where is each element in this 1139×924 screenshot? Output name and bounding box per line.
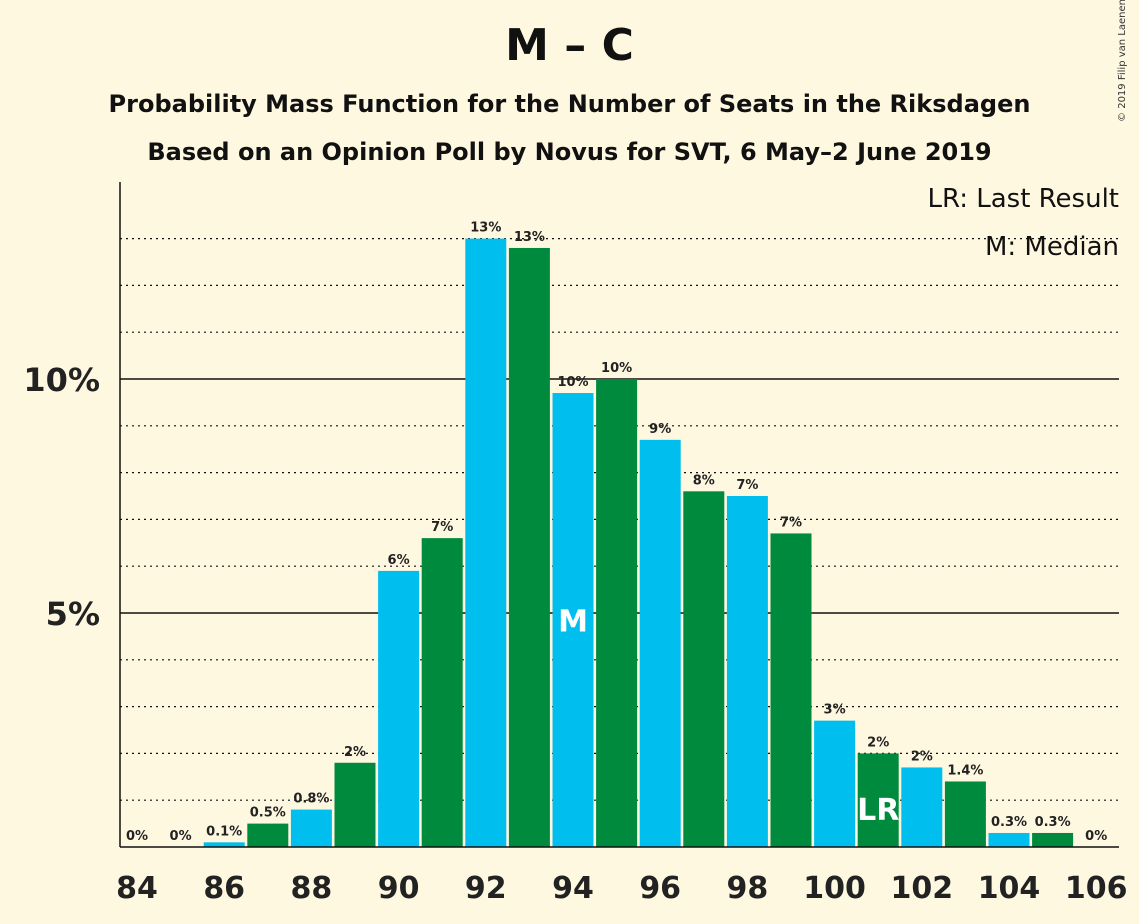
bar-seat-98 xyxy=(726,496,768,847)
bar-label-seat-102: 2% xyxy=(911,749,933,764)
bar-label-seat-97: 8% xyxy=(693,473,715,488)
bar-seat-86 xyxy=(203,842,245,847)
bar-seat-102 xyxy=(901,767,943,847)
bar-seat-104 xyxy=(988,832,1030,847)
x-tick-102: 102 xyxy=(890,871,953,906)
bar-label-seat-103: 1.4% xyxy=(947,763,983,778)
chart-subtitle-poll: Based on an Opinion Poll by Novus for SV… xyxy=(147,138,992,166)
x-tick-88: 88 xyxy=(291,871,333,906)
x-tick-92: 92 xyxy=(465,871,507,906)
x-tick-86: 86 xyxy=(203,871,245,906)
bar-seat-99 xyxy=(770,533,812,847)
bar-label-seat-94: 10% xyxy=(557,375,588,390)
bar-label-seat-85: 0% xyxy=(170,829,192,844)
bar-seat-96 xyxy=(639,439,681,847)
bar-seat-95 xyxy=(596,379,638,847)
bar-seat-94 xyxy=(552,393,594,847)
bar-label-seat-105: 0.3% xyxy=(1035,815,1071,830)
bar-seat-100 xyxy=(814,720,856,847)
bar-label-seat-100: 3% xyxy=(824,703,846,718)
x-tick-106: 106 xyxy=(1065,871,1128,906)
chart-subtitle: Probability Mass Function for the Number… xyxy=(108,90,1031,118)
bar-label-seat-88: 0.8% xyxy=(293,792,329,807)
median-marker: M xyxy=(558,605,588,640)
legend-median: M: Median xyxy=(984,232,1119,262)
bar-seat-93 xyxy=(508,247,550,847)
bar-label-seat-96: 9% xyxy=(649,422,671,437)
x-tick-104: 104 xyxy=(978,871,1041,906)
x-tick-98: 98 xyxy=(727,871,769,906)
bar-label-seat-92: 13% xyxy=(470,221,501,236)
bar-label-seat-89: 2% xyxy=(344,745,366,760)
bar-seat-97 xyxy=(683,491,725,847)
bar-label-seat-99: 7% xyxy=(780,515,802,530)
bar-label-seat-91: 7% xyxy=(431,520,453,535)
bar-seat-105 xyxy=(1032,832,1074,847)
bar-seat-103 xyxy=(944,781,986,847)
bar-label-seat-87: 0.5% xyxy=(250,806,286,821)
bar-label-seat-98: 7% xyxy=(736,478,758,493)
bar-seat-88 xyxy=(290,809,332,847)
bar-label-seat-84: 0% xyxy=(126,829,148,844)
bar-seat-91 xyxy=(421,538,463,847)
bar-seat-89 xyxy=(334,762,376,847)
bar-label-seat-95: 10% xyxy=(601,361,632,376)
bar-label-seat-106: 0% xyxy=(1085,829,1107,844)
x-tick-84: 84 xyxy=(116,871,158,906)
bar-label-seat-86: 0.1% xyxy=(206,824,242,839)
x-tick-90: 90 xyxy=(378,871,420,906)
x-tick-94: 94 xyxy=(552,871,594,906)
bar-seat-87 xyxy=(247,823,289,847)
y-tick-10: 10% xyxy=(23,361,100,399)
legend-last-result: LR: Last Result xyxy=(927,184,1119,214)
bar-label-seat-90: 6% xyxy=(388,553,410,568)
bar-label-seat-93: 13% xyxy=(514,230,545,245)
bar-label-seat-104: 0.3% xyxy=(991,815,1027,830)
x-tick-96: 96 xyxy=(639,871,681,906)
bar-seat-90 xyxy=(378,570,420,847)
last-result-marker: LR xyxy=(857,793,899,828)
chart-title: M – C xyxy=(505,20,634,71)
bar-label-seat-101: 2% xyxy=(867,735,889,750)
bar-seat-101 xyxy=(857,753,899,847)
x-tick-100: 100 xyxy=(803,871,866,906)
y-tick-5: 5% xyxy=(46,595,100,633)
bar-seat-92 xyxy=(465,238,507,848)
